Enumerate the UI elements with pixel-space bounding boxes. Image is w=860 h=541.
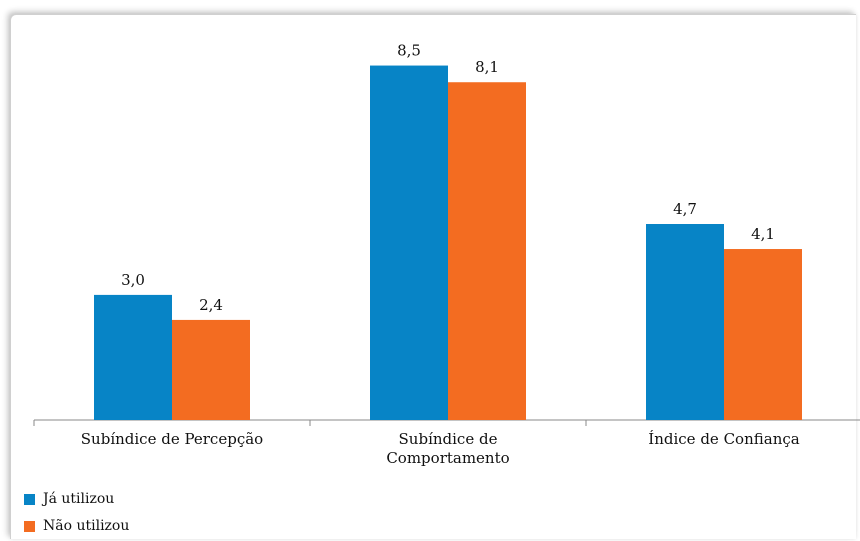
data-label: 3,0 <box>121 271 145 289</box>
data-label: 8,5 <box>397 42 421 60</box>
bar-nao-utilizou-2 <box>724 249 802 420</box>
category-label: Subíndice de Percepção <box>81 430 263 448</box>
data-label: 4,7 <box>673 200 697 218</box>
bar-nao-utilizou-0 <box>172 319 250 420</box>
category-label: Comportamento <box>386 449 509 467</box>
category-label: Subíndice de <box>399 430 498 448</box>
bar-nao-utilizou-1 <box>448 82 526 420</box>
category-label: Índice de Confiança <box>648 430 799 448</box>
legend-item-ja-utilizou: Já utilizou <box>24 491 114 507</box>
legend-swatch-nao-utilizou <box>24 520 35 532</box>
bar-ja-utilizou-0 <box>94 294 172 420</box>
data-label: 4,1 <box>751 225 775 243</box>
legend-swatch-ja-utilizou <box>24 493 35 505</box>
data-label: 8,1 <box>475 58 499 76</box>
legend-label-ja-utilizou: Já utilizou <box>43 491 115 507</box>
bar-ja-utilizou-2 <box>646 224 724 420</box>
legend-item-nao-utilizou: Não utilizou <box>24 518 129 534</box>
bar-ja-utilizou-1 <box>370 65 448 421</box>
data-label: 2,4 <box>199 296 223 314</box>
legend-label-nao-utilizou: Não utilizou <box>43 518 130 534</box>
